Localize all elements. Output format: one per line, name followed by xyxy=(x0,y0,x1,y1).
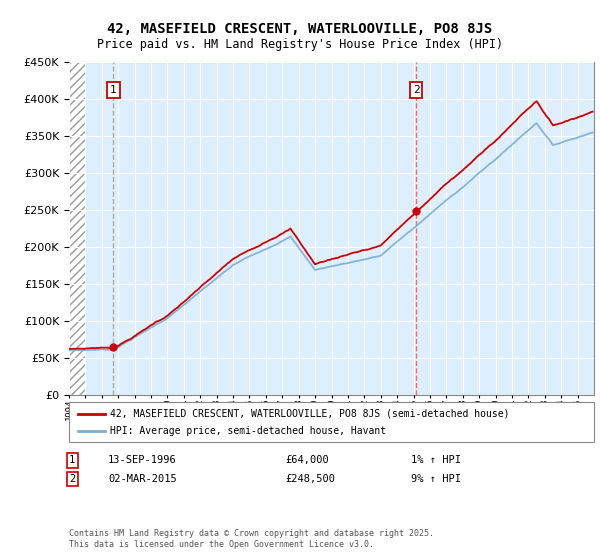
Text: 9% ↑ HPI: 9% ↑ HPI xyxy=(411,474,461,484)
Text: 2: 2 xyxy=(69,474,75,484)
Text: 1: 1 xyxy=(69,455,75,465)
Text: 1% ↑ HPI: 1% ↑ HPI xyxy=(411,455,461,465)
Text: 1: 1 xyxy=(110,85,117,95)
Text: £248,500: £248,500 xyxy=(285,474,335,484)
Text: Price paid vs. HM Land Registry's House Price Index (HPI): Price paid vs. HM Land Registry's House … xyxy=(97,38,503,50)
Text: HPI: Average price, semi-detached house, Havant: HPI: Average price, semi-detached house,… xyxy=(110,426,386,436)
Text: 42, MASEFIELD CRESCENT, WATERLOOVILLE, PO8 8JS (semi-detached house): 42, MASEFIELD CRESCENT, WATERLOOVILLE, P… xyxy=(110,409,509,419)
Text: 42, MASEFIELD CRESCENT, WATERLOOVILLE, PO8 8JS: 42, MASEFIELD CRESCENT, WATERLOOVILLE, P… xyxy=(107,22,493,36)
Bar xyxy=(69,62,85,395)
Text: Contains HM Land Registry data © Crown copyright and database right 2025.
This d: Contains HM Land Registry data © Crown c… xyxy=(69,529,434,549)
Text: £64,000: £64,000 xyxy=(285,455,329,465)
Text: 13-SEP-1996: 13-SEP-1996 xyxy=(108,455,177,465)
Text: 02-MAR-2015: 02-MAR-2015 xyxy=(108,474,177,484)
Text: 2: 2 xyxy=(413,85,419,95)
